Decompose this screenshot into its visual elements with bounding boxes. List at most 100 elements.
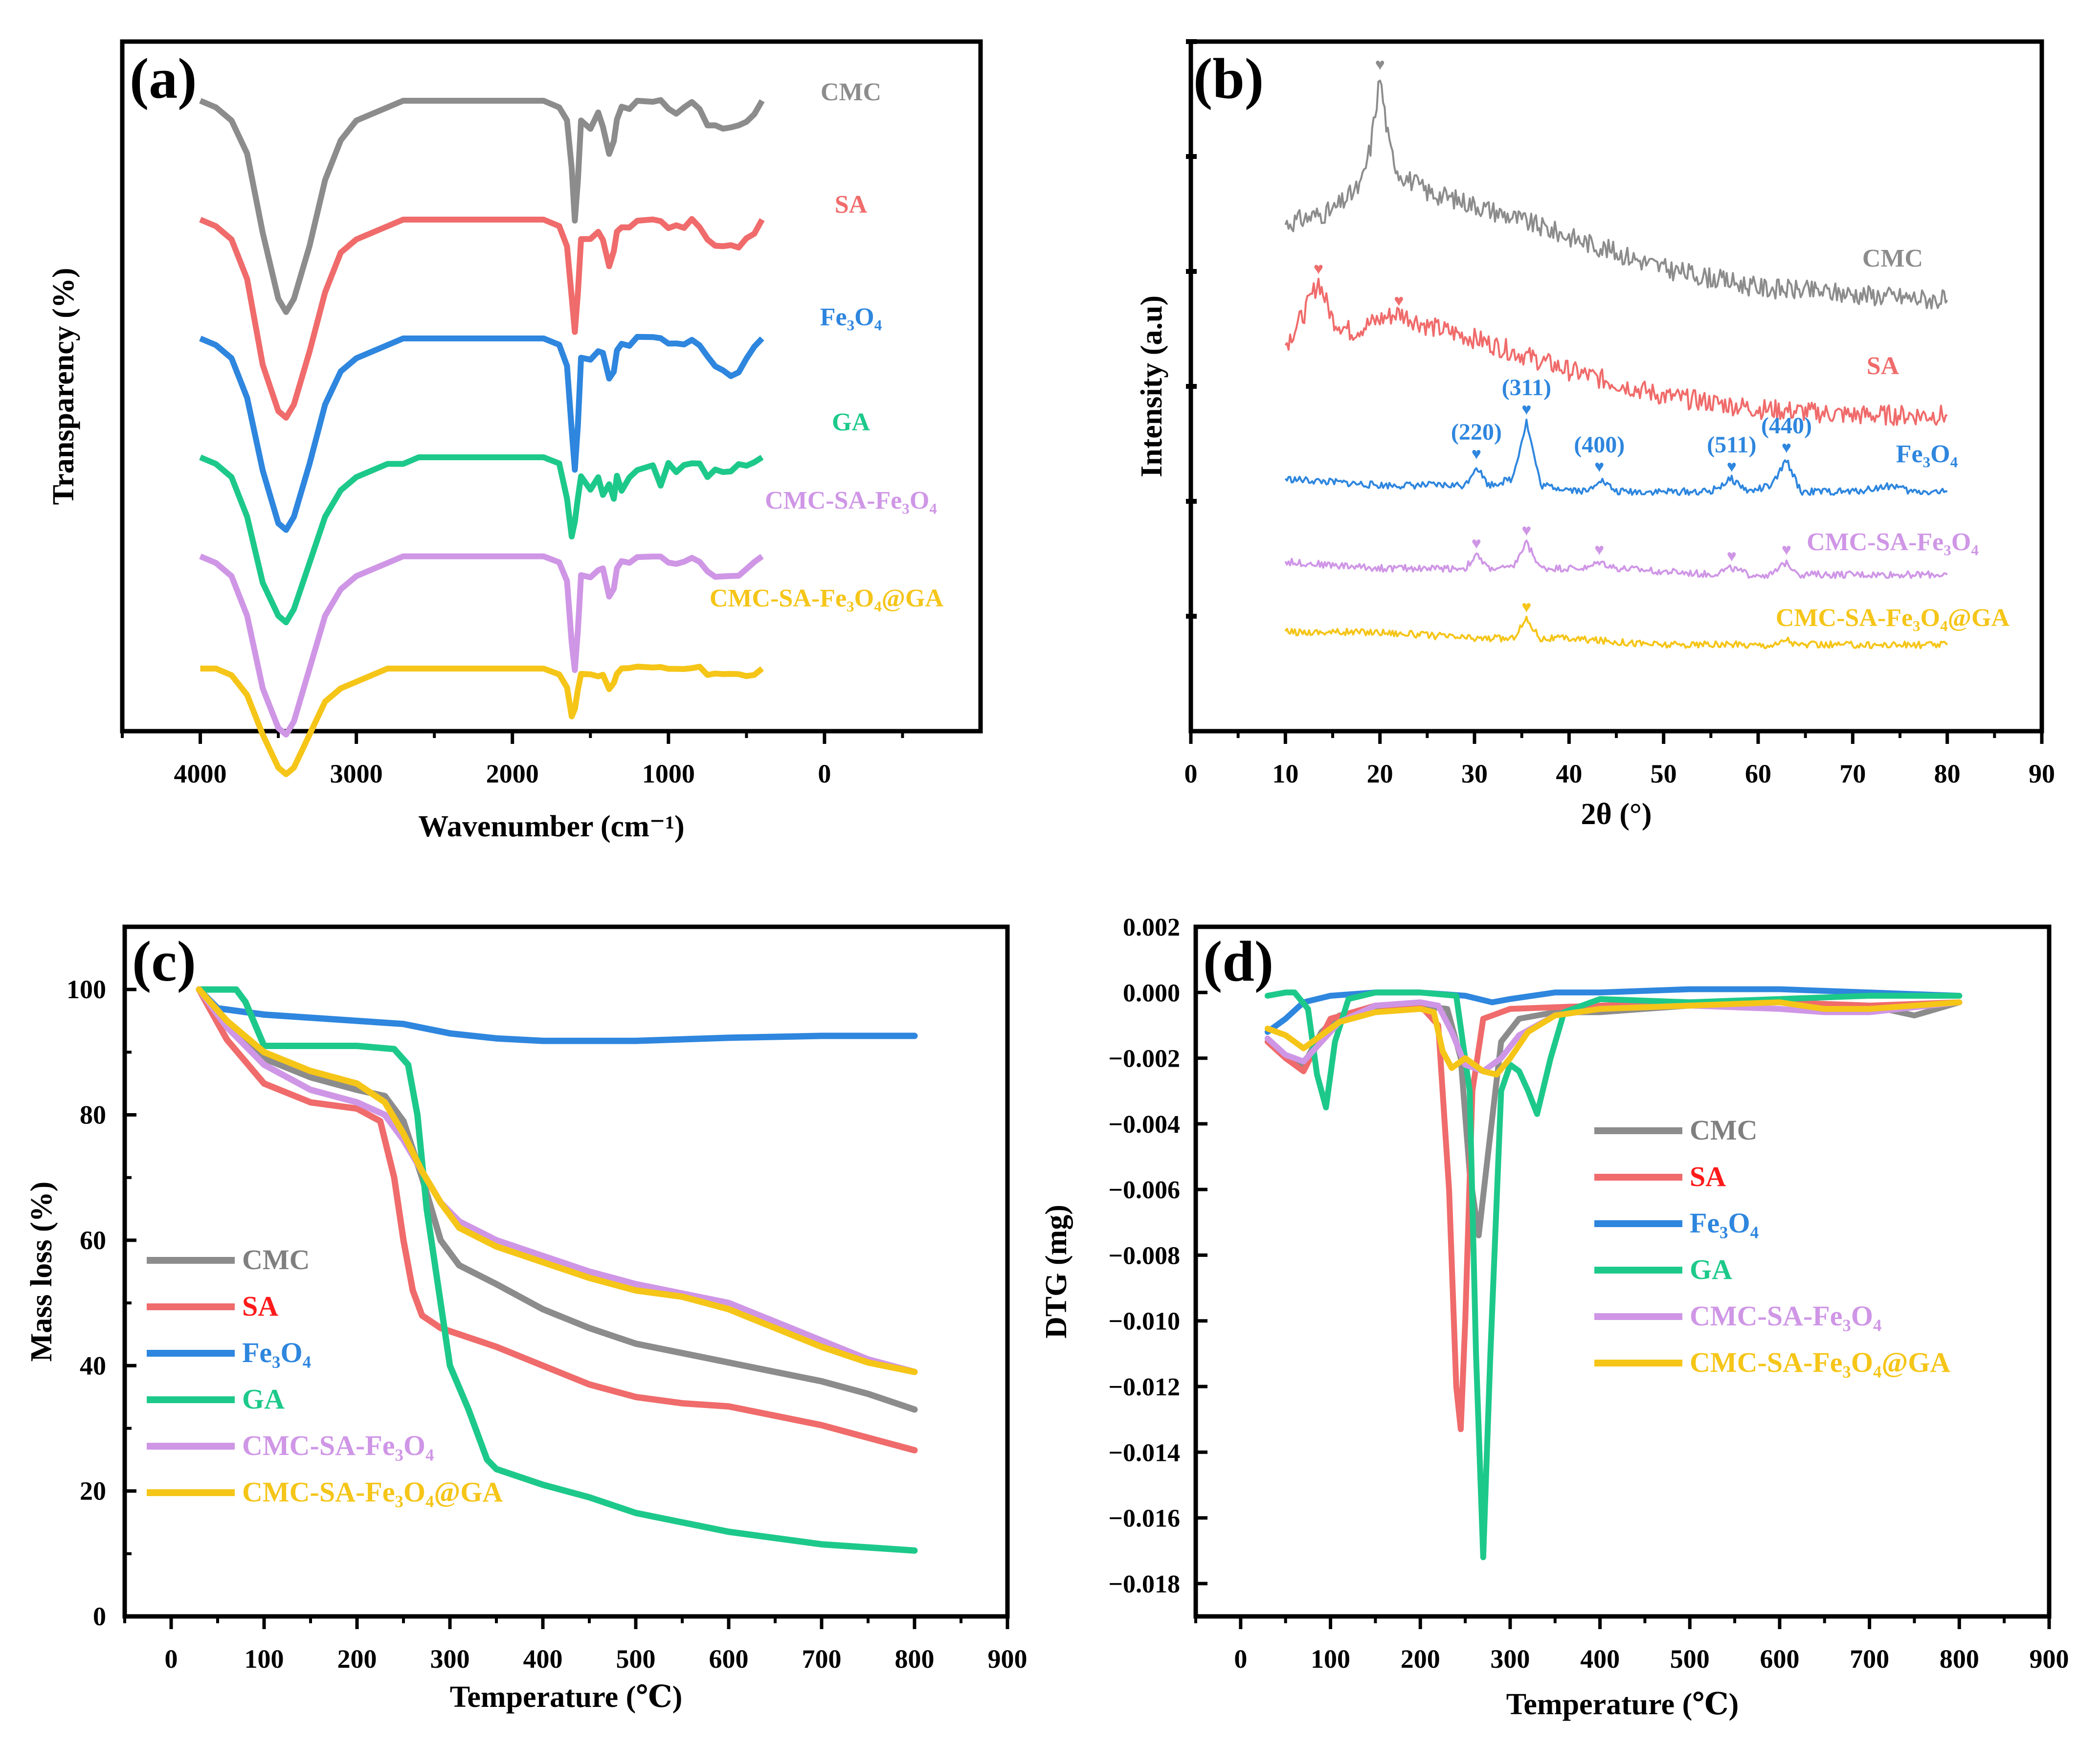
x-tick-label: 90 <box>2029 759 2055 788</box>
x-axis-title: Temperature (℃) <box>450 1680 682 1714</box>
series-line-fe3o4 <box>199 334 764 533</box>
plot-frame <box>1193 924 2052 1619</box>
series-line-fe3o4 <box>1264 986 1963 1035</box>
series-label-ga: GA <box>832 408 870 436</box>
peak-miller-index: (220) <box>1451 419 1502 445</box>
x-tick-label: 600 <box>709 1644 749 1674</box>
x-tick-label: 100 <box>1311 1644 1350 1674</box>
x-axis-title: Temperature (℃) <box>1506 1688 1739 1721</box>
x-tick-label: 800 <box>895 1644 935 1674</box>
x-tick-label: 0 <box>818 759 831 788</box>
plot-frame <box>120 39 983 734</box>
y-tick-label: −0.008 <box>1108 1242 1180 1270</box>
series-line-cmc-sa-fe3o4 <box>1284 539 1948 579</box>
x-tick-label: 900 <box>2030 1644 2069 1674</box>
x-tick-label: 4000 <box>174 759 227 788</box>
x-tick-label: 20 <box>1367 759 1393 788</box>
peak-marker: ♥ <box>1394 292 1404 310</box>
legend-label-cmc-sa-fe3o4: CMC-SA-Fe₃O₄ <box>1690 1300 1881 1332</box>
peak-miller-index: (440) <box>1761 413 1812 439</box>
panel-d-dtg: (d) 0.002 0.000 −0.002 −0.004 −0.006 −0.008 −0.… <box>1040 914 2069 1721</box>
peak-marker: ♥ <box>1472 445 1481 463</box>
x-tick-label: 0 <box>165 1644 178 1674</box>
plot-frame <box>122 924 1010 1619</box>
panel-label: (b) <box>1193 46 1264 111</box>
series-line-cmc <box>1284 79 1948 310</box>
peak-miller-index: (311) <box>1502 375 1551 401</box>
legend-label-sa: SA <box>1690 1161 1726 1192</box>
series-label-cmc-sa-fe3o4: CMC-SA-Fe₃O₄ <box>1807 528 1979 556</box>
x-tick-label: 300 <box>430 1644 470 1674</box>
y-tick-label: −0.016 <box>1108 1505 1180 1533</box>
series-label-fe3o4: Fe₃O₄ <box>820 303 882 331</box>
x-tick-label: 700 <box>1850 1644 1889 1674</box>
x-tick-label: 800 <box>1940 1644 1979 1674</box>
y-axis-title: Mass loss (%) <box>25 1182 58 1362</box>
legend: CMC SA Fe₃O₄ GA CMC-SA-Fe₃O₄ CMC-SA-Fe₃O₄@GA <box>1594 1114 1950 1378</box>
x-axis-title: Wavenumber (cm⁻¹) <box>418 810 684 843</box>
series-line-cmc <box>1264 999 1963 1239</box>
y-tick-label: −0.010 <box>1108 1308 1180 1336</box>
series-label-cmc-sa-fe3o4: CMC-SA-Fe₃O₄ <box>765 487 937 515</box>
legend-label-cmc-sa-fe3o4: CMC-SA-Fe₃O₄ <box>242 1430 434 1461</box>
series-line-cmc-sa-fe3o4@ga <box>1264 999 1963 1078</box>
y-tick-label: 0.000 <box>1123 979 1180 1007</box>
y-tick-label: 40 <box>80 1351 106 1380</box>
x-tick-label: 2000 <box>486 759 539 788</box>
y-tick-label: 80 <box>80 1100 106 1130</box>
series-line-ga <box>196 986 918 1554</box>
legend-label-cmc: CMC <box>242 1244 310 1276</box>
y-axis-title: Intensity (a.u) <box>1135 295 1168 477</box>
legend-label-cmc-sa-fe3o4@ga: CMC-SA-Fe₃O₄@GA <box>242 1476 503 1508</box>
series-line-sa <box>199 216 765 421</box>
x-tick-label: 300 <box>1490 1644 1530 1674</box>
legend: CMC SA Fe₃O₄ GA CMC-SA-Fe₃O₄ CMC-SA-Fe₃O₄@GA <box>147 1244 503 1508</box>
x-tick-label: 80 <box>1934 759 1961 788</box>
x-tick-label: 700 <box>802 1644 842 1674</box>
y-axis-title: Transparency (%) <box>47 268 80 505</box>
x-tick-label: 60 <box>1745 759 1771 788</box>
legend-label-cmc: CMC <box>1690 1114 1758 1146</box>
y-tick-label: −0.018 <box>1108 1570 1180 1598</box>
legend-label-cmc-sa-fe3o4@ga: CMC-SA-Fe₃O₄@GA <box>1690 1346 1950 1378</box>
panel-c-tga: (c) 0 20 40 60 80 100 0 100 200 300 400 500 600 700 800… <box>25 924 1028 1714</box>
x-tick-label: 3000 <box>330 759 383 788</box>
y-tick-label: −0.014 <box>1108 1439 1180 1467</box>
x-tick-label: 600 <box>1760 1644 1799 1674</box>
peak-miller-index: (511) <box>1707 432 1756 458</box>
x-tick-label: 30 <box>1461 759 1488 788</box>
x-tick-label: 1000 <box>642 759 695 788</box>
series-line-sa <box>1284 277 1948 426</box>
series-line-ga <box>199 454 764 626</box>
series-label-cmc: CMC <box>821 78 881 106</box>
x-tick-label: 200 <box>1401 1644 1440 1674</box>
peak-marker: ♥ <box>1782 541 1791 559</box>
peak-miller-index: (400) <box>1574 432 1625 458</box>
x-tick-label: 70 <box>1839 759 1866 788</box>
y-tick-label: 60 <box>80 1226 106 1255</box>
panel-label: (d) <box>1203 929 1273 993</box>
peak-marker: ♥ <box>1727 547 1737 565</box>
x-tick-label: 100 <box>245 1644 284 1674</box>
x-tick-label: 500 <box>616 1644 656 1674</box>
y-tick-label: 0.002 <box>1123 914 1180 941</box>
x-tick-label: 400 <box>1580 1644 1620 1674</box>
series-line-cmc-sa-fe3o4 <box>199 553 764 738</box>
series-line-cmc <box>196 986 918 1413</box>
peak-marker: ♥ <box>1472 535 1481 553</box>
x-tick-label: 10 <box>1272 759 1298 788</box>
series-line-cmc-sa-fe3o4@ga <box>1284 615 1948 649</box>
x-tick-label: 500 <box>1670 1644 1710 1674</box>
series-line-cmc-sa-fe3o4@ga <box>200 664 764 777</box>
legend-label-fe3o4: Fe₃O₄ <box>1690 1207 1759 1239</box>
legend-label-ga: GA <box>242 1383 285 1415</box>
panel-label: (c) <box>132 929 196 993</box>
y-tick-label: 0 <box>93 1602 106 1631</box>
y-tick-label: 20 <box>80 1477 106 1506</box>
y-tick-label: −0.012 <box>1108 1373 1180 1401</box>
peak-marker: ♥ <box>1594 458 1604 476</box>
series-line-fe3o4 <box>1284 419 1948 496</box>
y-tick-label: −0.004 <box>1108 1111 1180 1139</box>
series-label-fe3o4: Fe₃O₄ <box>1896 440 1958 468</box>
